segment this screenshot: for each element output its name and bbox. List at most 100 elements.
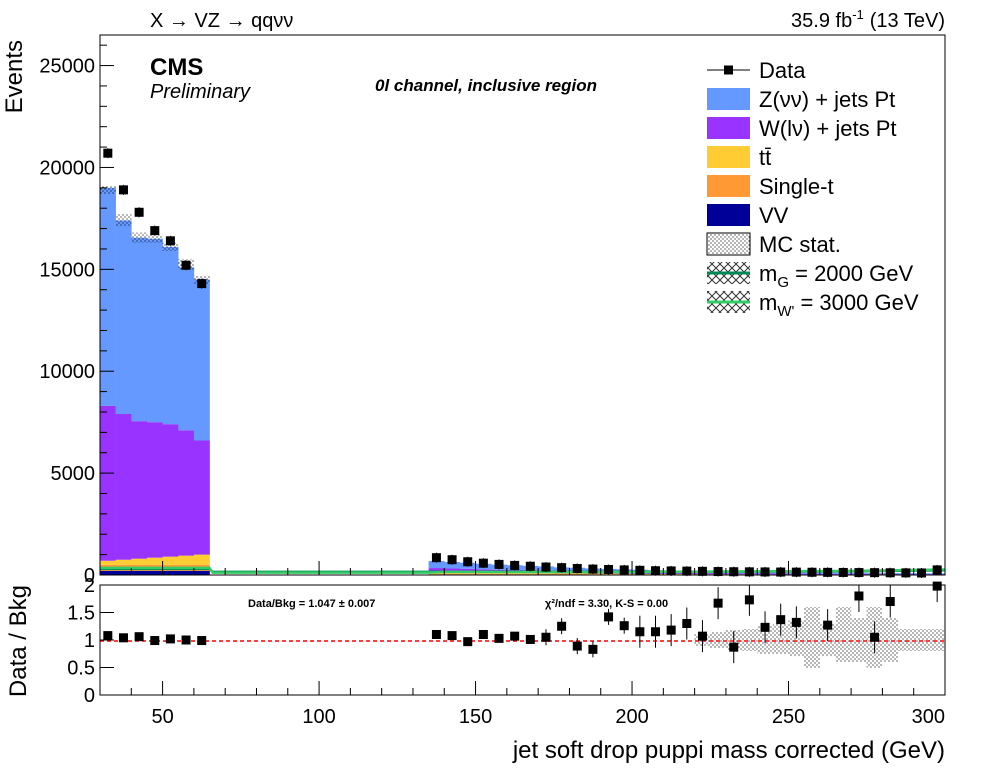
ratio-point-2 [134, 632, 144, 642]
stack-bar-ttbar-13 [522, 572, 539, 574]
legend-label-ttbar: tt̄ [759, 145, 771, 170]
legend-swatch-zvv [707, 88, 750, 110]
legend-label-zvv: Z(νν) + jets Pt [759, 87, 895, 112]
stack-bar-zvv-8 [444, 561, 461, 569]
stack-bar-ttbar-16 [569, 573, 586, 574]
data-point-37 [901, 568, 911, 578]
data-point-19 [619, 565, 629, 575]
stack-bar-vv-6 [193, 570, 210, 575]
stack-bar-ttbar-3 [146, 557, 163, 565]
legend-marker [724, 65, 733, 75]
y-tick-label-2: 10000 [39, 361, 95, 383]
stack-bar-singlet-11 [491, 573, 508, 575]
ratio-point-20 [635, 627, 645, 637]
ratio-point-5 [181, 635, 191, 645]
ratio-point-32 [823, 620, 833, 630]
stack-bar-zvv-4 [162, 246, 179, 425]
ratio-point-13 [525, 634, 535, 644]
stack-bar-ttbar-12 [506, 572, 523, 574]
legend-label-singlet: Single-t [759, 174, 834, 199]
ratio-point-15 [557, 621, 567, 631]
ratio-unc-band-9 [835, 607, 852, 662]
y-tick-label-0: 0 [84, 565, 95, 587]
legend-label-sig1: mG = 2000 GeV [759, 261, 913, 291]
stack-bar-singlet-10 [475, 573, 492, 575]
data-point-24 [697, 566, 707, 576]
ratio-point-3 [150, 636, 160, 646]
stack-bar-wlv-7 [428, 568, 445, 573]
stack-bar-ttbar-5 [178, 555, 195, 565]
stack-bar-vv-0 [100, 570, 116, 575]
ratio-point-9 [463, 637, 473, 647]
ratio-unc-band-5 [772, 623, 789, 654]
legend-entry-sig1: mG = 2000 GeV [707, 261, 913, 291]
stack-bar-singlet-14 [538, 573, 555, 575]
ratio-unc-band-14 [913, 629, 930, 651]
legend-swatch-wlv [707, 117, 750, 139]
data-point-12 [510, 560, 520, 570]
stack-layer [100, 187, 946, 575]
data-point-0 [103, 148, 113, 158]
x-tick-label-5: 300 [912, 706, 945, 728]
ratio-y-axis-label: Data / Bkg [5, 585, 32, 697]
ratio-unc-band-12 [882, 618, 899, 662]
data-point-20 [635, 565, 645, 575]
mc-stat-band-1 [115, 214, 132, 227]
ratio-point-27 [744, 595, 754, 605]
ratio-point-28 [760, 622, 770, 632]
data-point-35 [870, 568, 880, 578]
legend-label-mcstat: MC stat. [759, 232, 841, 257]
legend-entry-data: Data [707, 58, 806, 83]
data-point-9 [463, 557, 473, 567]
data-point-36 [885, 568, 895, 578]
legend-entry-mcstat: MC stat. [706, 232, 841, 257]
x-tick-label-2: 150 [459, 706, 492, 728]
stack-bar-singlet-9 [459, 573, 476, 575]
legend-entry-zvv: Z(νν) + jets Pt [707, 87, 895, 112]
ratio-summary: Data/Bkg = 1.047 ± 0.007 [248, 598, 375, 610]
stack-bar-zvv-6 [193, 279, 210, 441]
stack-bar-ttbar-1 [115, 559, 132, 565]
data-point-21 [651, 566, 661, 576]
stack-bar-ttbar-11 [491, 572, 508, 574]
legend-swatch-mcstat [706, 232, 751, 256]
lumi-exp: -1 [852, 7, 864, 22]
x-tick-label-4: 250 [772, 706, 805, 728]
ratio-point-19 [619, 621, 629, 631]
data-point-1 [118, 185, 128, 195]
ratio-unc-band-6 [788, 620, 805, 657]
ratio-y-tick-label-0: 0 [84, 685, 95, 707]
legend: Data Z(νν) + jets Pt W(lν) + jets Pt tt̄ Sin… [706, 58, 919, 320]
data-point-18 [604, 564, 614, 574]
legend-entry-singlet: Single-t [707, 174, 834, 199]
stack-bar-wlv-4 [162, 424, 179, 557]
ratio-point-7 [431, 630, 441, 639]
stack-bar-singlet-12 [506, 573, 523, 575]
data-point-16 [572, 563, 582, 573]
legend-label-data: Data [759, 58, 806, 83]
ratio-point-0 [103, 631, 113, 641]
stack-bar-ttbar-14 [538, 572, 555, 574]
data-point-25 [713, 567, 723, 577]
stack-bar-singlet-13 [522, 573, 539, 575]
y-tick-label-3: 15000 [39, 259, 95, 281]
ratio-unc-band-1 [710, 631, 726, 649]
ratio-point-22 [666, 625, 676, 635]
stack-bar-wlv-0 [100, 405, 116, 561]
stack-bar-singlet-8 [444, 573, 461, 575]
stack-bar-vv-3 [146, 570, 163, 575]
ratio-point-12 [510, 631, 520, 641]
ratio-unc-band-10 [851, 618, 867, 662]
stack-bar-zvv-7 [428, 560, 445, 569]
ratio-point-10 [478, 630, 488, 639]
stack-bar-zvv-3 [146, 238, 163, 423]
ratio-unc-band-15 [929, 629, 945, 651]
data-point-6 [197, 279, 207, 289]
y-tick-label-4: 20000 [39, 157, 95, 179]
stack-bar-zvv-0 [100, 187, 116, 406]
ratio-uncertainty-layer [694, 607, 945, 668]
legend-entry-ttbar: tt̄ [707, 145, 771, 170]
stack-bar-wlv-2 [131, 421, 148, 559]
ratio-point-24 [697, 631, 707, 641]
mc-stat-band-3 [146, 234, 163, 243]
